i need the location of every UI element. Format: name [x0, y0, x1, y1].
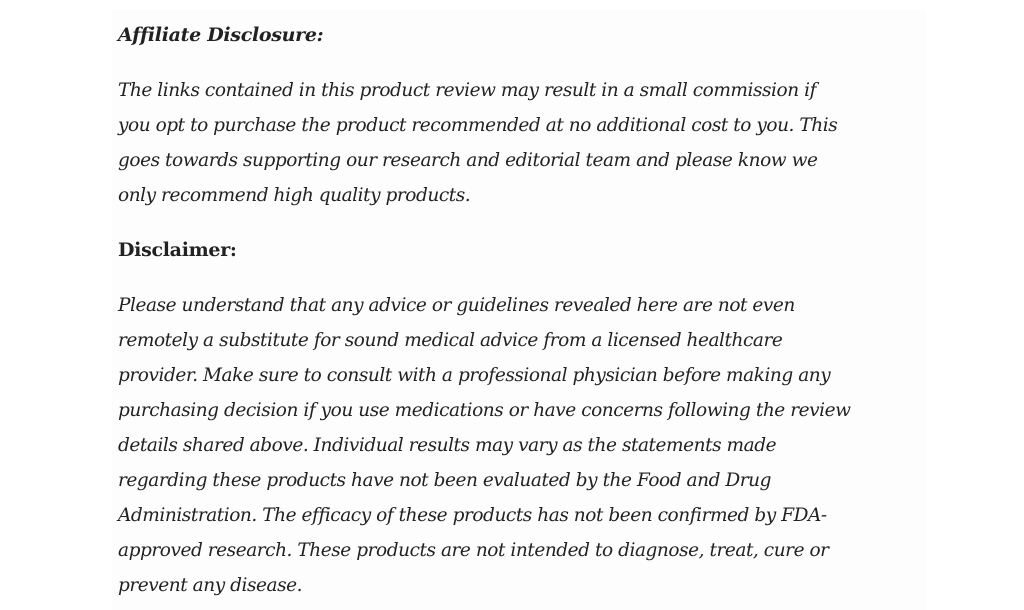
disclosure-content: Affiliate Disclosure: The links containe… — [118, 18, 938, 603]
disclosure-container — [112, 10, 926, 610]
text-line: prevent any disease. — [118, 575, 303, 596]
text-line: only recommend high quality products. — [118, 185, 471, 206]
text-line: Please understand that any advice or gui… — [118, 295, 795, 316]
text-line: details shared above. Individual results… — [118, 435, 777, 456]
text-line: The links contained in this product revi… — [118, 80, 816, 101]
text-line: you opt to purchase the product recommen… — [118, 115, 838, 136]
text-line: purchasing decision if you use medicatio… — [118, 400, 851, 421]
disclaimer-heading: Disclaimer: — [118, 239, 237, 261]
text-line: provider. Make sure to consult with a pr… — [118, 365, 831, 386]
affiliate-disclosure-heading: Affiliate Disclosure: — [118, 24, 324, 46]
text-line: approved research. These products are no… — [118, 540, 829, 561]
affiliate-disclosure-text: The links contained in this product revi… — [118, 73, 938, 213]
text-line: remotely a substitute for sound medical … — [118, 330, 783, 351]
text-line: goes towards supporting our research and… — [118, 150, 818, 171]
text-line: regarding these products have not been e… — [118, 470, 772, 491]
disclaimer-text: Please understand that any advice or gui… — [118, 288, 938, 603]
text-line: Administration. The efficacy of these pr… — [118, 505, 827, 526]
